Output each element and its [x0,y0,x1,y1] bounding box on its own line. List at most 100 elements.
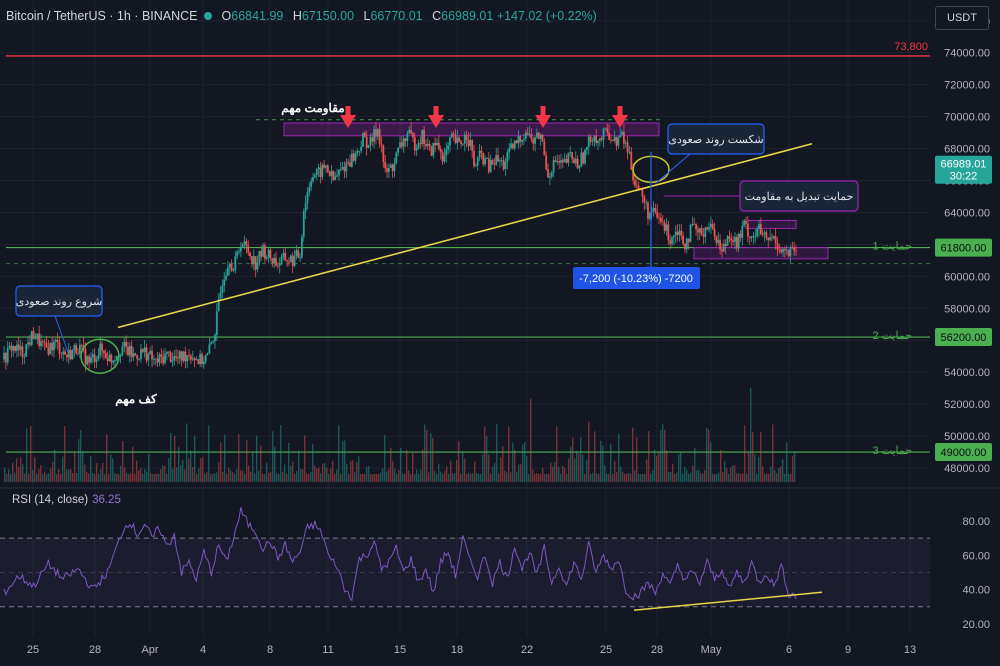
candle-body [615,136,618,146]
candle-body [491,159,494,165]
candle [315,168,318,180]
candle-body [709,224,712,228]
candle-body [467,139,470,147]
candle [230,259,233,272]
candle [510,137,512,150]
candle-body [386,168,388,172]
candle-body [504,162,507,170]
candle-body [585,146,588,150]
candle-body [282,252,285,257]
candle [252,249,255,271]
candle [169,350,172,363]
candle [328,170,331,177]
volume-bar [238,433,240,482]
candle-body [423,129,425,145]
candle [202,356,205,369]
candle-body [513,140,516,149]
volume-bar [212,473,214,482]
volume-bar [10,473,12,482]
candle [193,357,196,368]
candle [99,337,102,359]
candle [441,150,444,165]
volume-bar [570,447,572,482]
candle-body [506,152,509,163]
candle [515,139,518,144]
volume-bar [346,463,348,482]
candle [282,249,285,260]
candle [289,254,292,263]
candle-body [165,351,168,354]
candle [408,125,411,134]
candle-body [347,162,350,164]
candle [493,157,496,170]
time-tick-label: 11 [322,644,333,656]
candle-body [41,341,44,343]
rsi-title[interactable]: RSI (14, close) [12,494,89,506]
candle-body [399,142,401,148]
candle [310,177,313,192]
candle-body [413,137,416,151]
candle [273,254,276,269]
candle-body [537,132,540,139]
volume-bar [772,424,774,482]
volume-bar [668,471,670,482]
candle [643,194,646,211]
volume-bar [554,461,556,482]
candle-body [450,133,453,138]
candle-body [223,279,226,286]
volume-bar [38,469,40,482]
volume-bar [106,434,108,482]
volume-bar [286,473,288,482]
candle [204,354,207,365]
candle-body [349,162,351,167]
candle-body [10,345,13,351]
volume-bar [474,461,476,482]
candle-body [325,165,327,168]
currency-button[interactable]: USDT [935,6,989,30]
candle-body [534,137,536,144]
candle [119,353,122,364]
candle-body [145,347,148,361]
candle [334,171,337,181]
candle-body [471,140,474,151]
volume-bar [478,473,480,482]
candle [478,144,481,162]
candle-body [556,161,559,162]
volume-bar [132,446,134,482]
volume-bar [30,425,32,482]
candle-body [708,227,710,230]
candle [719,234,722,255]
volume-bar [176,467,178,482]
support-resistance-callout-text: حمایت تبدیل به مقاومت [745,191,854,203]
candle [680,223,683,240]
candle [511,143,514,150]
symbol-title[interactable]: Bitcoin / TetherUS · 1h · BINANCE [6,9,198,23]
volume-bar [44,471,46,482]
candle [778,243,781,254]
volume-bar [734,465,736,482]
candle [197,359,200,365]
candle [23,353,26,365]
candle-body [236,252,239,257]
volume-bar [380,472,382,482]
volume-bar [658,452,660,482]
volume-bar [36,473,38,482]
candle-body [500,160,503,161]
low-value: 66770.01 [370,9,423,23]
volume-bar [692,465,694,482]
candle-body [138,359,140,360]
support-label: حمایت 1 [872,241,912,253]
candle-body [693,224,696,225]
candle [650,206,653,220]
candle-body [4,352,7,363]
volume-bar [244,473,246,482]
volume-bar [8,469,10,482]
volume-bar [528,473,530,482]
candle [558,155,561,170]
candle [589,134,592,145]
candle [51,336,54,357]
candle-body [758,224,760,229]
candle-body [521,139,524,142]
candle-body [611,140,614,141]
